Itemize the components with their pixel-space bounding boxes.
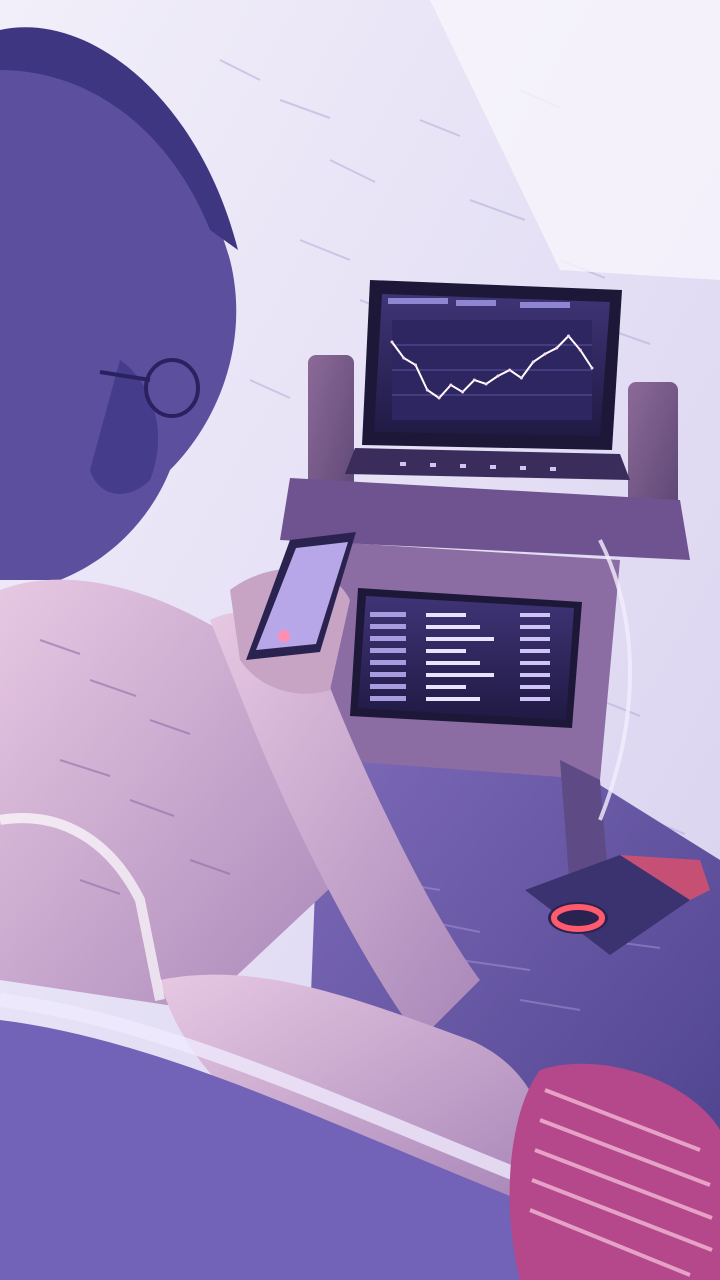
list-item-badge <box>520 625 550 629</box>
chart-point <box>578 348 582 352</box>
price-chart <box>390 320 594 420</box>
person-face-shadow <box>90 360 159 494</box>
striped-pillow <box>509 1063 720 1280</box>
chart-point <box>484 382 488 386</box>
person-hair <box>0 27 238 250</box>
list-item <box>370 684 406 689</box>
phone-screen <box>256 542 348 650</box>
laptop-top-toolbar <box>388 298 570 308</box>
list-item <box>370 612 406 617</box>
list-item-value <box>426 625 480 629</box>
chart-point <box>496 374 500 378</box>
phone <box>246 532 356 660</box>
stand-right-post <box>628 382 678 512</box>
list-item-value <box>426 685 466 689</box>
list-item-value <box>426 637 494 641</box>
list-item <box>370 648 406 653</box>
list-item-value <box>426 697 480 701</box>
chart-point <box>402 356 406 360</box>
round-device <box>525 855 710 955</box>
list-item-badge <box>520 697 550 701</box>
chart-point <box>531 360 535 364</box>
chart-point <box>390 340 394 344</box>
person-head <box>0 37 237 580</box>
chart-series-line <box>391 334 593 400</box>
list-item <box>370 696 406 701</box>
laptop-bottom <box>350 588 582 728</box>
couch-highlight <box>0 993 533 1187</box>
list-item-value <box>426 673 494 677</box>
list-item-badge <box>520 637 550 641</box>
chart-point <box>519 376 523 380</box>
chart-point <box>590 366 594 370</box>
list-item-badge <box>520 613 550 617</box>
list-item-value <box>426 649 466 653</box>
stand-left-post <box>308 355 354 515</box>
chart-point <box>555 346 559 350</box>
stand-shelf <box>280 478 690 560</box>
list-item-value <box>426 613 466 617</box>
laptop-top <box>345 280 630 480</box>
chart-point <box>449 383 453 387</box>
chart-point <box>437 396 441 400</box>
chart-point <box>472 378 476 382</box>
chart-point <box>543 352 547 356</box>
list-item <box>370 660 406 665</box>
wall-corner <box>430 0 720 280</box>
chair-frame <box>0 813 165 1001</box>
phone-indicator <box>278 630 290 642</box>
chart-point <box>461 390 465 394</box>
list-item-badge <box>520 673 550 677</box>
glasses-icon <box>99 358 200 418</box>
chart-marks <box>390 334 594 400</box>
list-item-badge <box>520 685 550 689</box>
list-item <box>370 672 406 677</box>
list-item <box>370 624 406 629</box>
laptop-top-base <box>345 448 630 480</box>
chart-point <box>414 363 418 367</box>
chart-point <box>566 334 570 338</box>
cable <box>598 539 632 821</box>
list-item-value <box>426 661 480 665</box>
red-ring-light <box>551 904 605 932</box>
laptop-bottom-rows <box>370 612 550 701</box>
list-item-badge <box>520 661 550 665</box>
chart-point <box>508 368 512 372</box>
couch-arm <box>0 1020 540 1280</box>
chart-point <box>425 388 429 392</box>
laptop-top-keys <box>400 462 556 471</box>
skin-texture <box>39 639 231 895</box>
list-item-badge <box>520 649 550 653</box>
person-forearm <box>210 612 480 1040</box>
list-item <box>370 636 406 641</box>
